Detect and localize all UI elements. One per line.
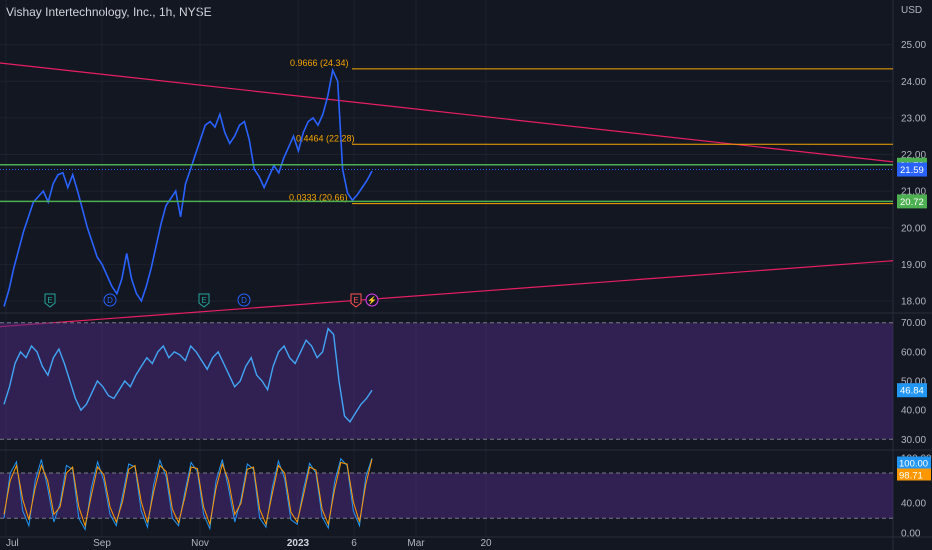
rsi-value-badge-text: 46.84 [900,386,924,397]
price-tick-label: 23.00 [901,113,926,124]
rsi-tick-label: 70.00 [901,318,926,329]
time-tick-label: Sep [93,538,111,549]
price-tick-label: 19.00 [901,260,926,271]
time-tick-label: 20 [480,538,492,549]
currency-label: USD [901,5,923,16]
rsi-tick-label: 30.00 [901,435,926,446]
price-tick-label: 18.00 [901,297,926,308]
stoch-band [0,473,893,519]
stoch-value-badge [897,468,931,481]
stoch-tick-label: 0.00 [901,529,921,540]
green-level-badge-text: 20.72 [900,197,924,208]
stoch-d-line [3,458,373,528]
trend-line [0,62,894,163]
price-tick-label: 25.00 [901,40,926,51]
stoch-value-badge [897,456,931,469]
event-marker-label: E [353,296,358,305]
symbol-title: Vishay Intertechnology, Inc., 1h, NYSE [6,5,212,19]
stoch-value-badge-text: 98.71 [899,471,923,482]
last-price-badge-text: 21.59 [900,165,924,176]
green-level-badge [897,194,927,209]
event-marker [365,293,379,307]
stoch-value-badge-text: 100.00 [899,459,928,470]
event-marker-label: E [201,296,206,305]
rsi-tick-label: 40.00 [901,406,926,417]
trend-line [0,260,894,328]
rsi-band [0,322,893,440]
event-marker [237,293,251,307]
earnings-event-marker [44,293,56,308]
price-tick-label: 24.00 [901,77,926,88]
event-marker-label: D [241,296,247,305]
event-marker [103,293,117,307]
time-tick-label: Jul [6,538,19,549]
price-tick-label: 20.00 [901,223,926,234]
event-marker-label: D [107,296,113,305]
price-tick-label: 21.00 [901,187,926,198]
stoch-tick-label: 40.00 [901,499,926,510]
fib-level-label: 0.0333 (20.66) [289,193,348,203]
rsi-line [3,327,373,423]
price-line [3,67,373,307]
rsi-tick-label: 50.00 [901,377,926,388]
earnings-event-marker [198,293,210,308]
time-tick-label: 6 [351,538,357,549]
time-tick-label: Nov [191,538,209,549]
rsi-value-badge [897,383,927,398]
event-marker-label: ⚡ [367,295,377,305]
stoch-k-line [3,457,373,532]
earnings-event-marker [350,293,362,308]
time-tick-label: Mar [407,538,425,549]
time-tick-label: 2023 [287,538,310,549]
rsi-tick-label: 60.00 [901,347,926,358]
fib-level-label: 0.9666 (24.34) [290,58,349,68]
last-price-badge [897,162,927,177]
price-tick-label: 22.00 [901,150,926,161]
fib-level-label: 0.4464 (22.28) [296,133,355,143]
event-marker-label: E [47,296,52,305]
